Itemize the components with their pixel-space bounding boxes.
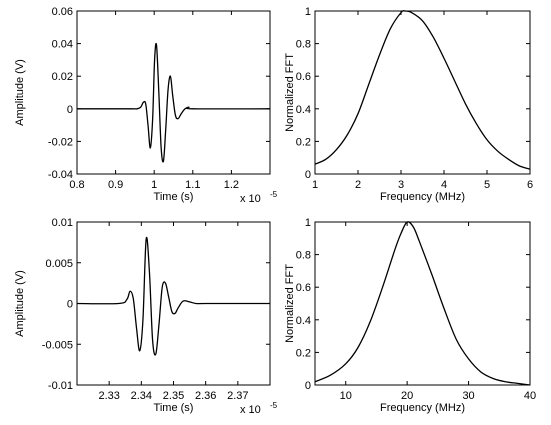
x-axis-label: Frequency (MHz) <box>380 402 465 414</box>
y-tick-label: 0.04 <box>52 39 73 51</box>
x-multiplier: x 10 <box>240 193 261 205</box>
x-tick-label: 2.34 <box>131 390 152 402</box>
x-tick-label: 10 <box>340 390 352 402</box>
subplot-1: 0.8 0.9 1 1.1 1.2 -0.04 -0.02 0 0.02 0.04 0.06 Time… <box>14 6 278 205</box>
y-axis-label: Amplitude (V) <box>14 270 26 337</box>
y-tick-label: -0.04 <box>48 169 73 181</box>
x-tick-label: 1.1 <box>185 179 200 191</box>
x-tick-label: 0.8 <box>69 179 84 191</box>
y-tick-label: 0 <box>67 104 73 116</box>
x-tick-label: 1 <box>312 179 318 191</box>
axes-frame <box>314 221 531 386</box>
x-tick-label: 1 <box>151 179 157 191</box>
y-tick-label: -0.01 <box>48 380 73 392</box>
x-tick-label: 4 <box>441 179 447 191</box>
y-tick-label: 0.6 <box>296 282 311 294</box>
x-tick-label: 40 <box>524 390 536 402</box>
x-exponent: -5 <box>270 401 278 410</box>
y-tick-label: 0.2 <box>296 136 311 148</box>
x-tick-label: 30 <box>462 390 474 402</box>
y-tick-label: 0.005 <box>45 258 73 270</box>
x-tick-label: 3 <box>398 179 404 191</box>
series-line-1 <box>76 42 271 163</box>
x-axis-label: Frequency (MHz) <box>380 191 465 203</box>
y-tick-label: 0.4 <box>296 104 311 116</box>
y-tick-label: 0.06 <box>52 6 73 18</box>
y-tick-label: 0 <box>67 299 73 311</box>
y-tick-label: 0.6 <box>296 71 311 83</box>
y-tick-label: 0.01 <box>52 217 73 229</box>
x-tick-label: 20 <box>401 390 413 402</box>
x-axis-label: Time (s) <box>154 191 194 203</box>
series-line-1 <box>314 221 531 386</box>
y-tick-label: -0.02 <box>48 136 73 148</box>
y-tick-label: 0.2 <box>296 347 311 359</box>
x-tick-label: 6 <box>527 179 533 191</box>
x-tick-label: 2.33 <box>98 390 119 402</box>
y-axis-label: Amplitude (V) <box>14 59 26 126</box>
x-tick-label: 2.36 <box>195 390 216 402</box>
y-tick-label: 1 <box>305 217 311 229</box>
y-axis-label: Normalized FFT <box>284 264 296 343</box>
y-axis-label: Normalized FFT <box>284 53 296 132</box>
x-tick-label: 0.9 <box>108 179 123 191</box>
x-tick-label: 5 <box>484 179 490 191</box>
series-line-1 <box>314 10 531 170</box>
x-tick-label: 2.35 <box>163 390 184 402</box>
axes-frame <box>314 10 531 175</box>
series-line-1 <box>76 236 270 356</box>
x-exponent: -5 <box>270 190 278 199</box>
y-tick-label: -0.005 <box>42 339 73 351</box>
x-axis-label: Time (s) <box>154 402 194 414</box>
y-tick-label: 0.4 <box>296 315 311 327</box>
y-tick-label: 0 <box>305 169 311 181</box>
x-tick-label: 2.37 <box>227 390 248 402</box>
y-tick-label: 0.8 <box>296 39 311 51</box>
subplot-2: 1 2 3 4 5 6 0 0.2 0.4 0.6 0.8 1 Frequency (MHz) Norma… <box>284 6 533 203</box>
y-tick-label: 0.02 <box>52 71 73 83</box>
y-tick-label: 0.8 <box>296 250 311 262</box>
x-tick-label: 2 <box>355 179 361 191</box>
subplot-4: 10 20 30 40 0 0.2 0.4 0.6 0.8 1 Frequency (MHz) Nor… <box>284 217 536 414</box>
y-tick-label: 1 <box>305 6 311 18</box>
y-tick-label: 0 <box>305 380 311 392</box>
x-multiplier: x 10 <box>240 404 261 416</box>
subplot-3: 2.33 2.34 2.35 2.36 2.37 -0.01 -0.005 0 0.005 0.0… <box>14 217 278 416</box>
x-tick-label: 1.2 <box>224 179 239 191</box>
axes-frame <box>76 10 271 175</box>
